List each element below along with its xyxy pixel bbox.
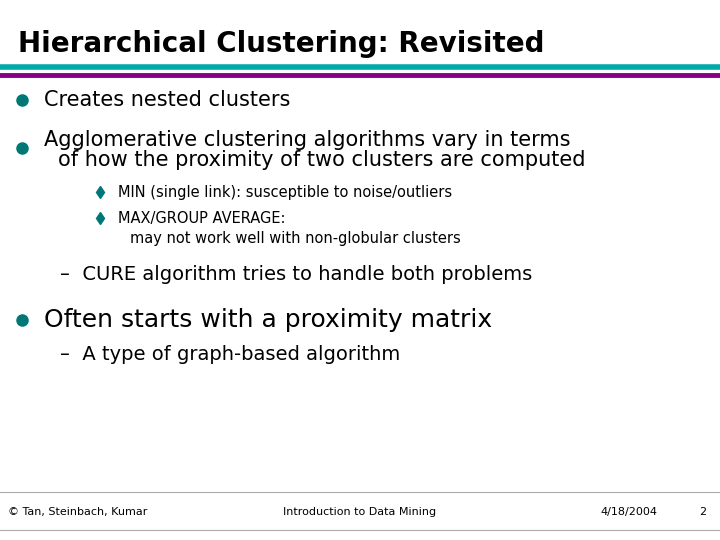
Text: Hierarchical Clustering: Revisited: Hierarchical Clustering: Revisited: [18, 30, 544, 58]
Text: 2: 2: [699, 507, 706, 517]
Text: 4/18/2004: 4/18/2004: [600, 507, 657, 517]
Text: may not work well with non-globular clusters: may not work well with non-globular clus…: [130, 231, 461, 246]
Text: Agglomerative clustering algorithms vary in terms: Agglomerative clustering algorithms vary…: [44, 130, 570, 150]
Text: of how the proximity of two clusters are computed: of how the proximity of two clusters are…: [58, 150, 585, 170]
Text: Often starts with a proximity matrix: Often starts with a proximity matrix: [44, 308, 492, 332]
Text: MIN (single link): susceptible to noise/outliers: MIN (single link): susceptible to noise/…: [118, 185, 452, 199]
Text: –  A type of graph-based algorithm: – A type of graph-based algorithm: [60, 345, 400, 363]
Text: Creates nested clusters: Creates nested clusters: [44, 90, 290, 110]
Text: MAX/GROUP AVERAGE:: MAX/GROUP AVERAGE:: [118, 211, 286, 226]
Text: Introduction to Data Mining: Introduction to Data Mining: [284, 507, 436, 517]
Text: © Tan, Steinbach, Kumar: © Tan, Steinbach, Kumar: [8, 507, 148, 517]
Text: –  CURE algorithm tries to handle both problems: – CURE algorithm tries to handle both pr…: [60, 266, 532, 285]
